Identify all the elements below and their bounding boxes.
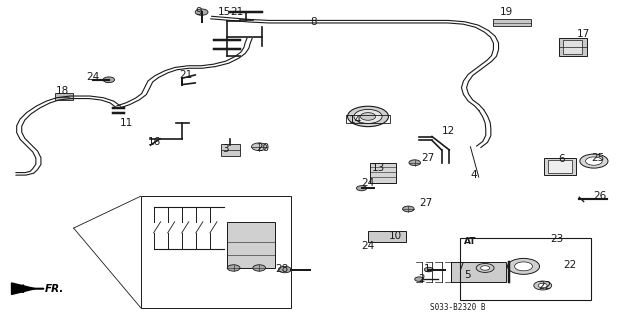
Circle shape	[409, 160, 420, 166]
Text: AT: AT	[464, 237, 477, 246]
Text: 12: 12	[442, 126, 454, 136]
Text: 26: 26	[593, 191, 606, 201]
Text: 18: 18	[56, 86, 69, 96]
Circle shape	[424, 267, 433, 272]
Text: 4: 4	[470, 170, 477, 180]
Text: 24: 24	[362, 241, 374, 251]
Text: FR.: FR.	[45, 284, 64, 294]
Bar	[227, 222, 275, 268]
Circle shape	[356, 186, 367, 191]
Circle shape	[515, 262, 532, 271]
Bar	[370, 163, 396, 183]
Bar	[460, 238, 591, 300]
Circle shape	[586, 157, 602, 165]
Circle shape	[278, 266, 291, 273]
Text: 21: 21	[230, 7, 243, 17]
Circle shape	[508, 258, 540, 274]
Text: 27: 27	[419, 197, 432, 208]
Bar	[368, 231, 406, 242]
Bar	[544, 158, 576, 175]
Text: 24: 24	[86, 71, 99, 82]
Text: 25: 25	[591, 153, 604, 163]
Circle shape	[354, 109, 382, 123]
Circle shape	[403, 206, 414, 212]
Bar	[55, 93, 73, 100]
Text: 9: 9	[195, 7, 202, 17]
Circle shape	[227, 265, 240, 271]
Text: 21: 21	[179, 70, 192, 80]
Text: 20: 20	[256, 143, 269, 153]
Text: 17: 17	[577, 29, 590, 40]
Text: 16: 16	[148, 137, 161, 147]
Text: 11: 11	[120, 118, 133, 128]
Bar	[563, 40, 582, 54]
Text: 10: 10	[389, 231, 402, 241]
Circle shape	[580, 154, 608, 168]
Circle shape	[481, 266, 490, 270]
Text: 8: 8	[310, 17, 317, 27]
Circle shape	[360, 113, 376, 120]
Circle shape	[476, 263, 494, 272]
Circle shape	[253, 265, 266, 271]
Bar	[493, 19, 531, 26]
Text: 19: 19	[500, 7, 513, 17]
Bar	[559, 38, 587, 56]
Text: 13: 13	[372, 163, 385, 174]
Bar	[346, 115, 390, 123]
Text: 27: 27	[421, 153, 434, 163]
Circle shape	[538, 283, 547, 288]
Text: 24: 24	[362, 178, 374, 189]
Bar	[141, 196, 291, 308]
Text: 5: 5	[464, 270, 470, 280]
Circle shape	[415, 277, 424, 281]
Text: 22: 22	[563, 260, 576, 270]
Text: 6: 6	[559, 154, 565, 164]
Text: 2: 2	[418, 274, 424, 284]
Text: 14: 14	[349, 115, 362, 125]
Circle shape	[348, 106, 388, 127]
Polygon shape	[12, 283, 35, 294]
Text: 23: 23	[550, 234, 563, 244]
Text: 3: 3	[222, 144, 228, 154]
Text: 28: 28	[275, 263, 288, 274]
Bar	[221, 144, 240, 156]
Bar	[451, 262, 506, 282]
Text: 1: 1	[424, 263, 431, 274]
Bar	[548, 160, 572, 173]
Text: 7: 7	[458, 262, 464, 272]
Circle shape	[195, 9, 208, 15]
Text: 15: 15	[218, 7, 230, 17]
Circle shape	[534, 281, 552, 290]
Text: S033-B2320 B: S033-B2320 B	[430, 303, 485, 312]
Circle shape	[103, 77, 115, 83]
Text: 22: 22	[539, 280, 552, 291]
Circle shape	[252, 143, 267, 151]
